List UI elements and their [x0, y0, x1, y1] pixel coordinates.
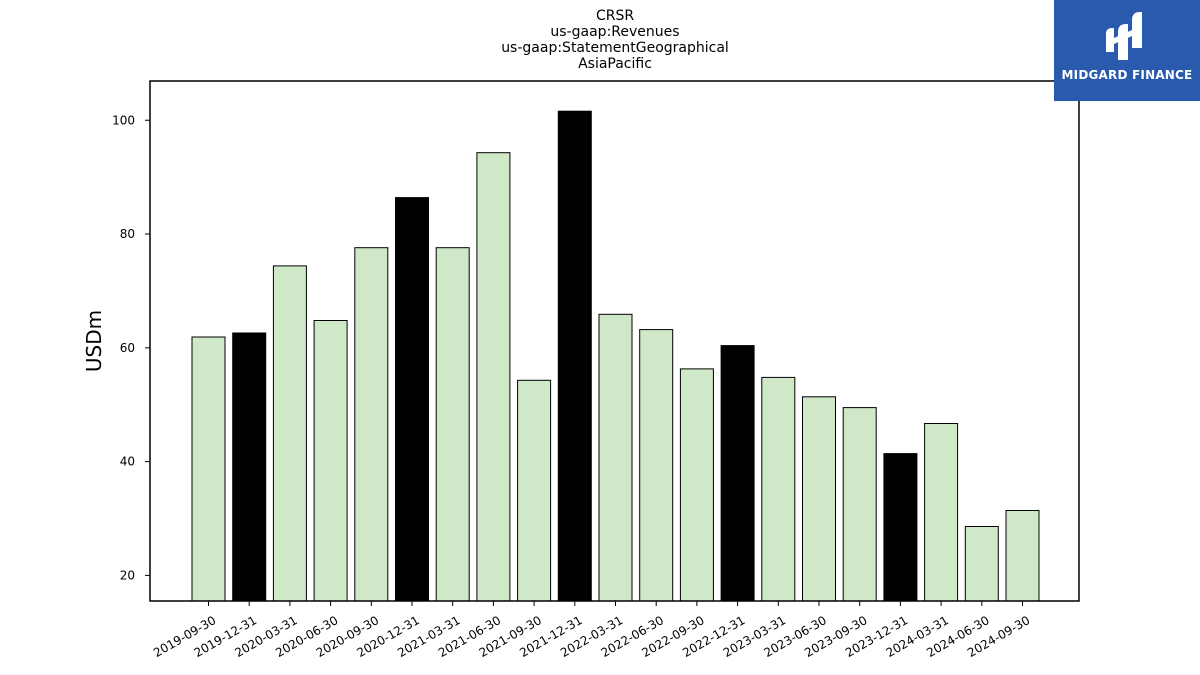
- chart-title-line: us-gaap:Revenues: [550, 24, 679, 40]
- y-tick-label: 80: [120, 227, 135, 241]
- bar: [598, 313, 633, 602]
- bar: [679, 368, 714, 602]
- bar: [639, 329, 674, 602]
- y-tick-label: 40: [120, 455, 135, 469]
- chart-title-line: us-gaap:StatementGeographical: [501, 40, 729, 56]
- chart-title-line: AsiaPacific: [578, 56, 652, 72]
- y-tick-label: 60: [120, 341, 135, 355]
- plot-frame: [149, 80, 1080, 602]
- bar: [395, 197, 429, 602]
- bar: [191, 336, 226, 602]
- bar: [232, 332, 267, 602]
- bar: [354, 247, 389, 602]
- chart-title: CRSRus-gaap:Revenuesus-gaap:StatementGeo…: [501, 8, 729, 72]
- bar: [557, 110, 592, 602]
- bar: [476, 152, 511, 602]
- chart-title-line: CRSR: [596, 8, 634, 24]
- bar: [517, 379, 552, 602]
- bar: [720, 345, 755, 602]
- logo-text: MIDGARD FINANCE: [1061, 68, 1193, 82]
- bar: [435, 247, 470, 602]
- x-axis-ticks: 2019-09-302019-12-312020-03-312020-06-30…: [151, 601, 1032, 660]
- y-axis-ticks: 20 40 60 80 100: [112, 113, 150, 582]
- bar: [313, 320, 348, 602]
- midgard-finance-logo: MIDGARD FINANCE: [1054, 0, 1200, 101]
- bar: [802, 396, 836, 602]
- bars-group: [191, 110, 1040, 602]
- bar: [883, 453, 918, 602]
- bar: [761, 376, 796, 602]
- y-tick-label: 100: [112, 113, 135, 127]
- y-axis-label: USDm: [82, 310, 106, 372]
- y-tick-label: 20: [120, 568, 135, 582]
- bar: [964, 526, 999, 602]
- midgard-logo-icon: [1106, 12, 1142, 60]
- bar: [1005, 510, 1040, 602]
- bar: [924, 423, 959, 602]
- bar: [272, 265, 307, 602]
- bar: [842, 407, 877, 602]
